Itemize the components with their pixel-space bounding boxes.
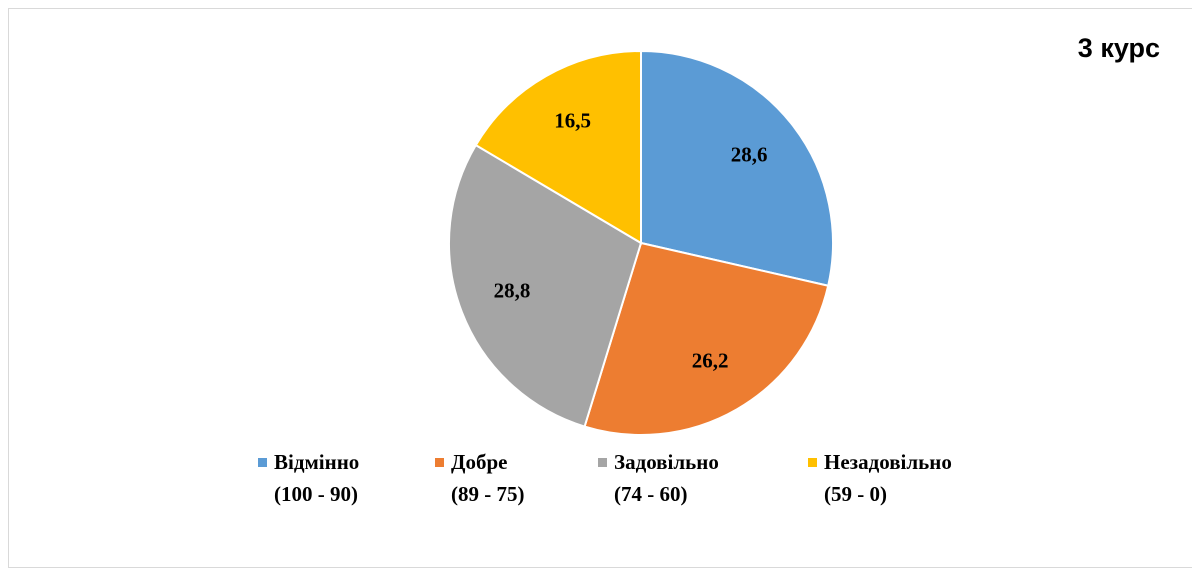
data-label: 26,2 bbox=[692, 348, 729, 372]
legend-swatch bbox=[598, 458, 607, 467]
legend-item: Добре (89 - 75) bbox=[435, 446, 524, 510]
legend-swatch bbox=[435, 458, 444, 467]
pie-slice bbox=[640, 49, 834, 287]
legend-item: Відмінно (100 - 90) bbox=[258, 446, 359, 510]
legend-label: Незадовільно (59 - 0) bbox=[824, 450, 952, 506]
legend-swatch bbox=[808, 458, 817, 467]
pie-slice bbox=[583, 241, 830, 436]
legend-label: Добре (89 - 75) bbox=[451, 450, 525, 506]
pie-slice bbox=[474, 49, 642, 245]
legend-item: Задовільно (74 - 60) bbox=[598, 446, 719, 510]
data-label: 16,5 bbox=[554, 109, 591, 133]
chart-title: 3 курс bbox=[1078, 33, 1160, 63]
legend-label: Відмінно (100 - 90) bbox=[274, 450, 360, 506]
page: 3 курс 28,626,228,816,5 (() => { const d… bbox=[8, 8, 1192, 568]
legend-item: Незадовільно (59 - 0) bbox=[808, 446, 952, 510]
legend-swatch bbox=[258, 458, 267, 467]
chart: 3 курс 28,6 26,2 28,8 16,5 bbox=[448, 33, 1160, 436]
legend-label: Задовільно (74 - 60) bbox=[614, 450, 719, 506]
data-label: 28,6 bbox=[731, 143, 768, 167]
data-label: 28,8 bbox=[494, 279, 531, 303]
